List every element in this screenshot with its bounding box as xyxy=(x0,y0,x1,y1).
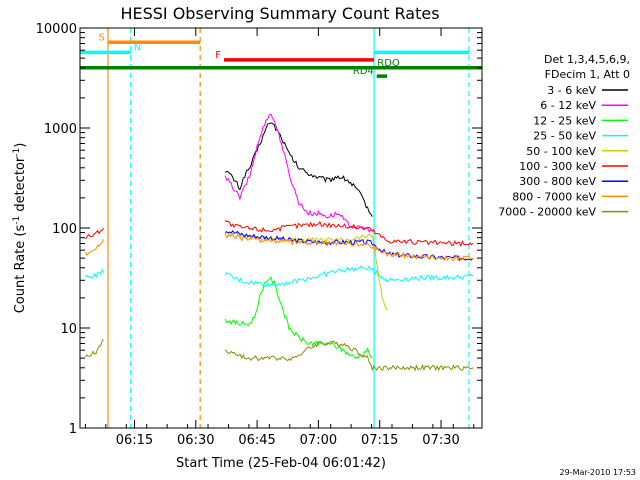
x-axis-ticks: 06:15 06:30 06:45 07:00 07:15 07:30 xyxy=(84,28,475,448)
x-tick-label: 07:15 xyxy=(361,433,398,448)
y-tick-label: 1 xyxy=(69,422,77,437)
y-tick-label: 1000 xyxy=(44,122,77,137)
x-axis-label: Start Time (25-Feb-04 06:01:42) xyxy=(176,456,386,471)
x-tick-label: 06:45 xyxy=(238,433,275,448)
legend-label-7000-20000-kev: 7000 - 20000 keV xyxy=(498,206,596,219)
y-axis-label-prefix: Count Rate (s xyxy=(13,225,28,314)
series-line-100-300-kev xyxy=(85,219,474,248)
legend-label-6-12-kev: 6 - 12 keV xyxy=(540,99,596,112)
vertical-markers xyxy=(107,28,470,428)
y-axis-label: Count Rate (s-1 detector-1) xyxy=(12,143,28,314)
legend-entries: 3 - 6 keV 6 - 12 keV 12 - 25 keV 25 - 50 ke… xyxy=(498,84,628,219)
flag-label-rdo-5: RDO xyxy=(377,58,400,69)
y-axis-label-sup: -1 xyxy=(12,216,22,225)
y-tick-label: 10000 xyxy=(36,22,77,37)
series-line-7000-20000-kev xyxy=(85,339,474,372)
legend-label-12-25-kev: 12 - 25 keV xyxy=(533,114,596,127)
legend-header-line-2: FDecim 1, Att 0 xyxy=(545,68,630,81)
y-axis-ticks: 1 10 100 1000 10000 xyxy=(36,22,482,437)
flag-label-f-3: F xyxy=(215,50,221,61)
timestamp: 29-Mar-2010 17:53 xyxy=(560,468,637,477)
legend-header-line-1: Det 1,3,4,5,6,9, xyxy=(544,53,630,66)
y-tick-label: 100 xyxy=(52,222,77,237)
flag-label-rd4-6: RD4 xyxy=(353,66,374,77)
y-axis-label-suffix: ) xyxy=(13,143,28,148)
y-axis-label-sup-2: -1 xyxy=(12,148,22,157)
series-layer xyxy=(84,113,474,372)
flag-label-n-2: N xyxy=(134,42,141,53)
legend-label-50-100-kev: 50 - 100 keV xyxy=(526,145,596,158)
series-line-300-800-kev xyxy=(224,229,474,262)
x-tick-label: 06:30 xyxy=(177,433,214,448)
y-tick-label: 10 xyxy=(60,322,77,337)
legend-label-100-300-kev: 100 - 300 keV xyxy=(519,160,596,173)
series-line-25-50-kev xyxy=(85,265,474,288)
x-tick-label: 07:30 xyxy=(422,433,459,448)
series-line-800-7000-kev xyxy=(84,232,474,262)
series-line-6-12-kev xyxy=(224,113,373,233)
legend-label-25-50-kev: 25 - 50 keV xyxy=(533,130,596,143)
series-line-3-6-kev xyxy=(224,122,373,217)
legend-label-3-6-kev: 3 - 6 keV xyxy=(547,84,596,97)
series-line-50-100-kev xyxy=(224,231,388,311)
legend-label-300-800-kev: 300 - 800 keV xyxy=(519,175,596,188)
x-tick-label: 06:15 xyxy=(116,433,153,448)
flag-label-s-1: S xyxy=(99,32,105,43)
legend: Det 1,3,4,5,6,9, FDecim 1, Att 0 3 - 6 k… xyxy=(498,53,630,219)
series-line-12-25-kev xyxy=(224,276,373,359)
x-tick-label: 07:00 xyxy=(300,433,337,448)
chart-title: HESSI Observing Summary Count Rates xyxy=(120,4,439,23)
legend-label-800-7000-kev: 800 - 7000 keV xyxy=(512,190,596,203)
y-axis-label-mid: detector xyxy=(13,156,28,216)
